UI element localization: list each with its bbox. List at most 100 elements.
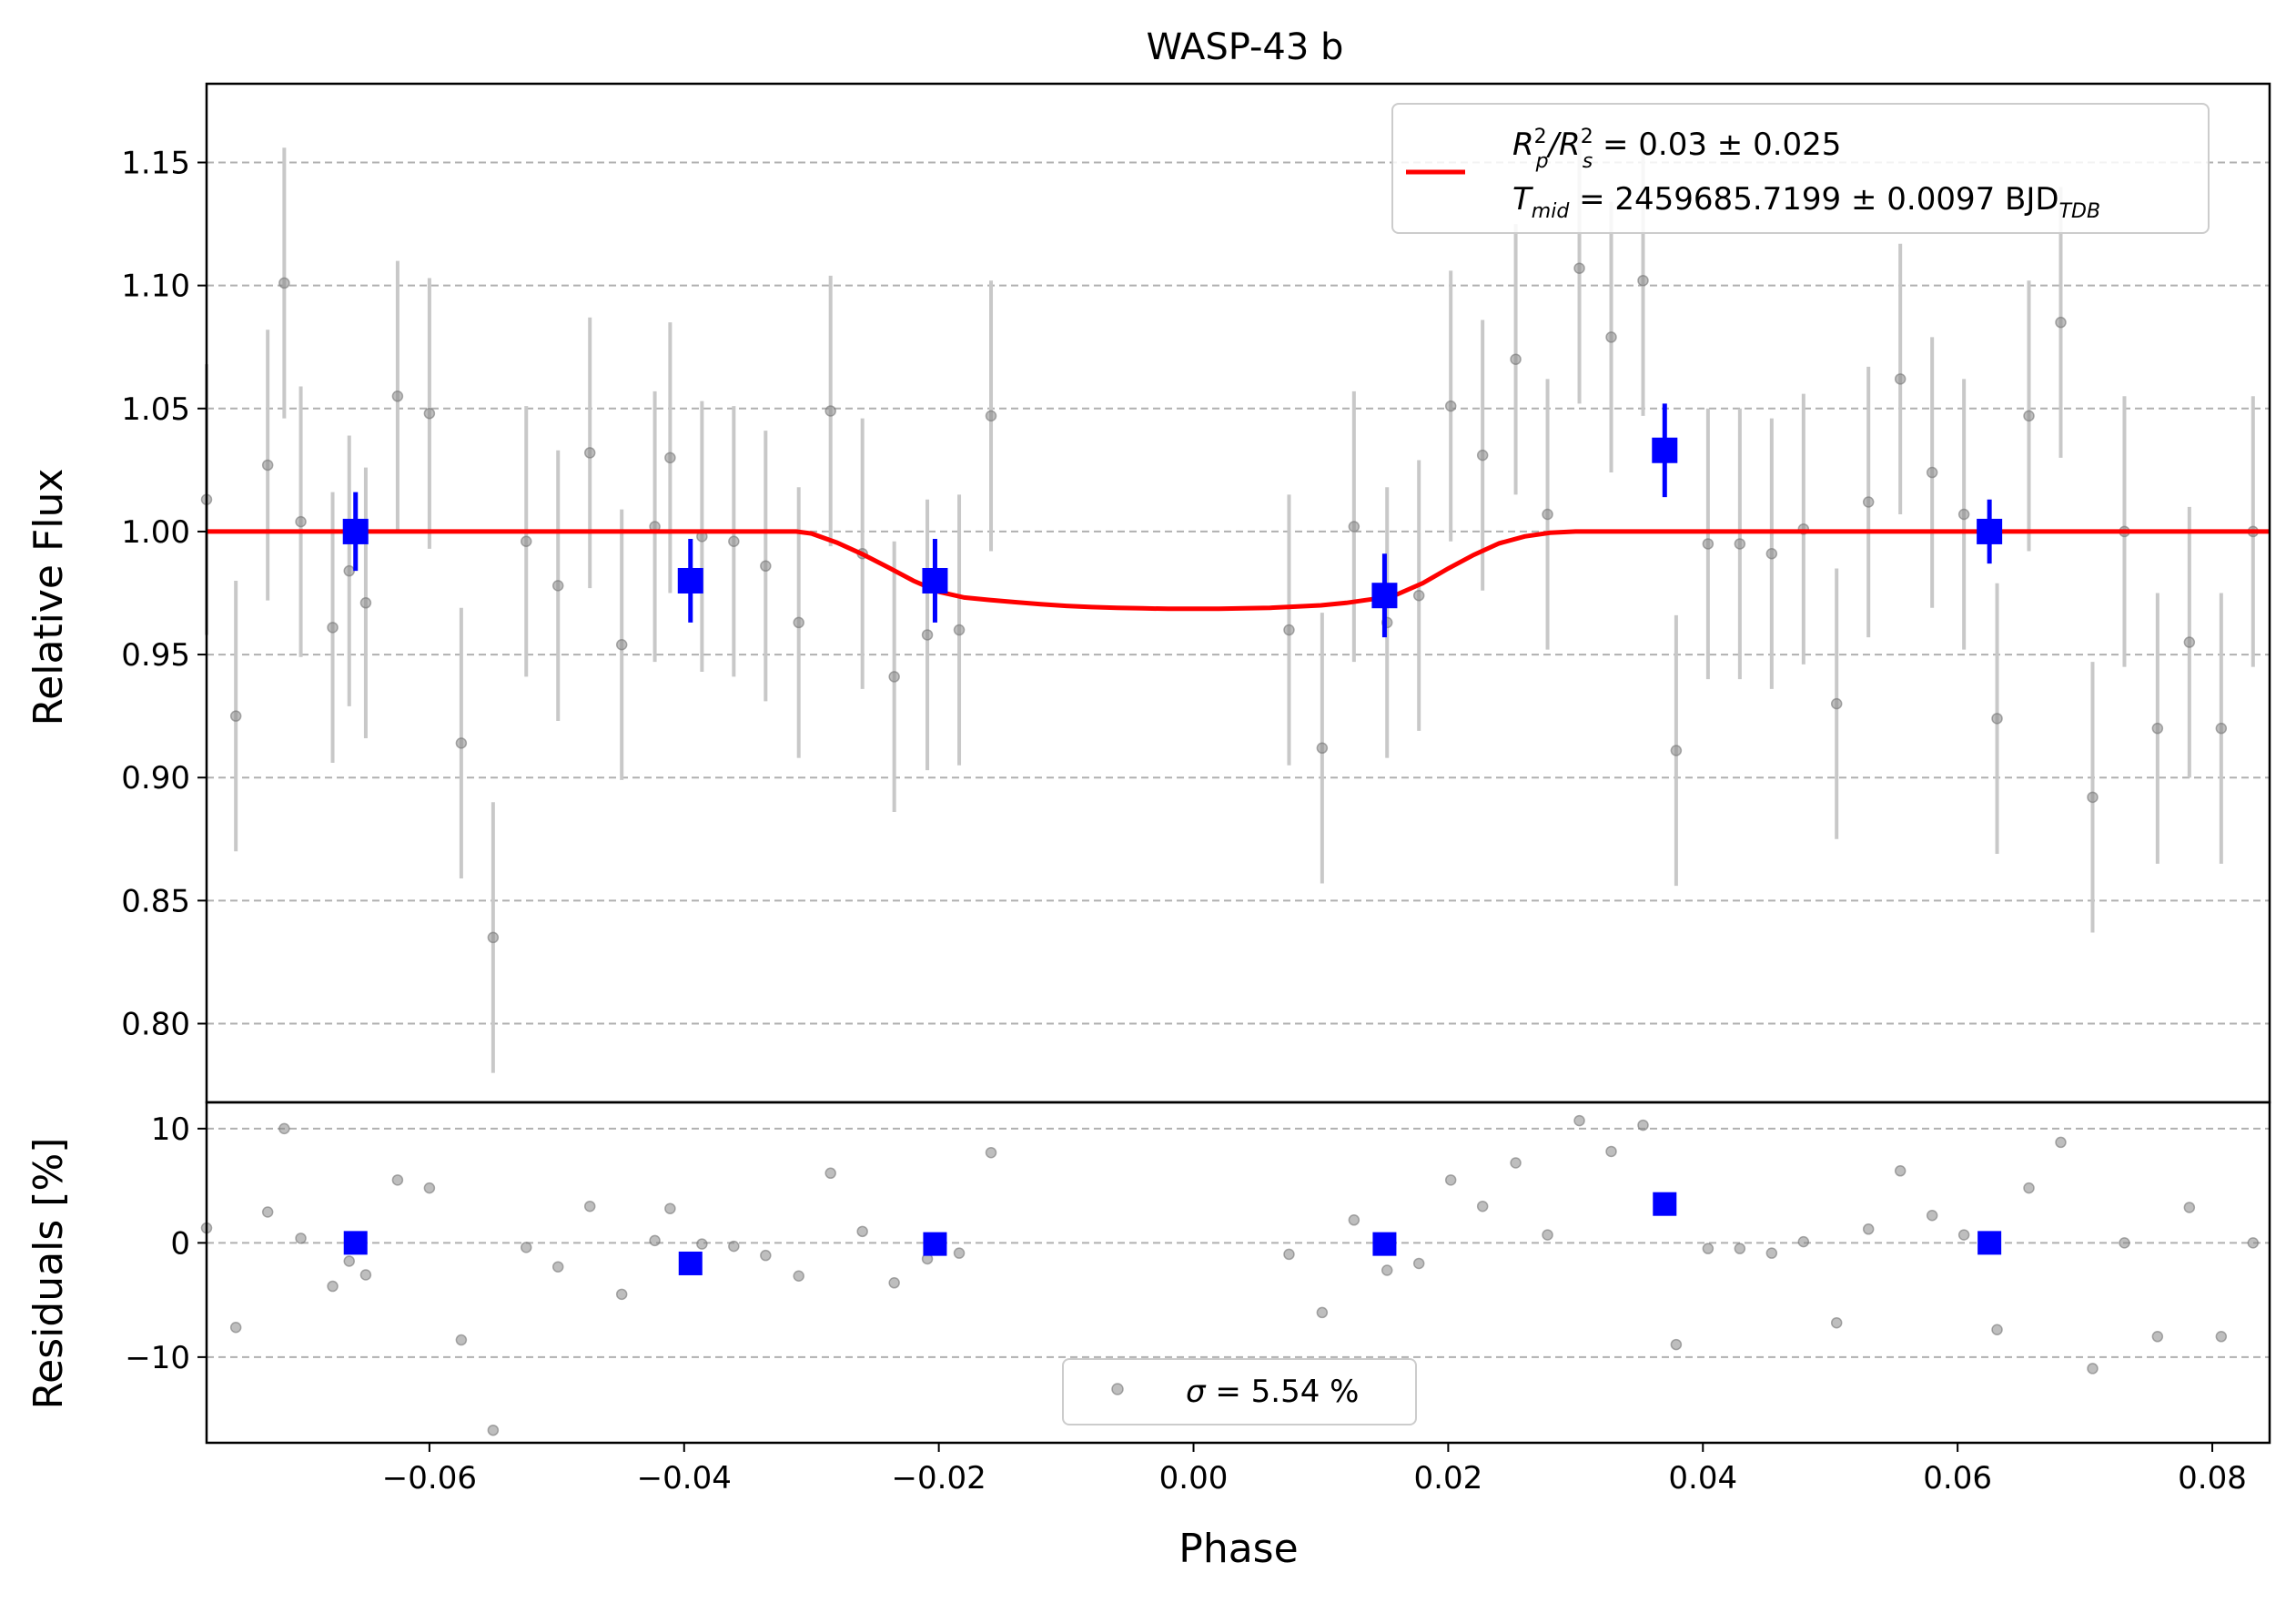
y-tick-label: 0 — [170, 1225, 190, 1262]
x-tick-label: 0.04 — [1668, 1460, 1737, 1496]
raw-residual-point — [1573, 1114, 1585, 1127]
binned-residual-point — [923, 1232, 947, 1256]
x-tick-label: 0.08 — [2178, 1460, 2247, 1496]
raw-residual-point — [278, 1122, 290, 1135]
residuals-panel: −10 0 10 −0.06 −0.04 −0.02 0.00 0.02 0.04 0.06 0.… — [25, 1101, 2271, 1572]
legend-depth-value: = 0.03 ± 0.025 — [1593, 127, 1841, 163]
y-tick-label: 1.05 — [121, 391, 190, 428]
binned-flux-point — [342, 518, 369, 544]
raw-residual-point — [1637, 1119, 1649, 1131]
raw-residual-point — [295, 1233, 307, 1244]
legend-r-s-sup: 2 — [1581, 126, 1593, 148]
raw-flux-point — [1862, 496, 1875, 508]
residual-legend: σ = 5.54 % — [1062, 1358, 1417, 1425]
residual-legend-text: σ = 5.54 % — [1186, 1374, 1359, 1410]
raw-residual-points — [200, 1114, 2260, 1436]
raw-residual-point — [1283, 1248, 1295, 1261]
binned-flux-point — [677, 567, 703, 594]
raw-residual-point — [391, 1174, 404, 1186]
y-axis-label-relative-flux: Relative Flux — [25, 469, 72, 726]
y-tick-label: −10 — [125, 1340, 190, 1376]
y-tick-label: 10 — [151, 1111, 190, 1148]
legend-t-symbol: T — [1512, 181, 1533, 218]
raw-residual-point — [1830, 1316, 1843, 1329]
raw-flux-point — [760, 560, 772, 573]
raw-flux-point — [1510, 353, 1522, 365]
raw-residual-point — [615, 1288, 628, 1301]
raw-residual-point — [1797, 1235, 1810, 1248]
x-tick-label: −0.04 — [637, 1460, 732, 1496]
raw-flux-point — [229, 710, 242, 722]
raw-residual-point — [520, 1242, 532, 1253]
raw-residual-point — [229, 1321, 242, 1334]
raw-residual-point — [551, 1261, 564, 1273]
raw-residual-point — [649, 1234, 661, 1247]
raw-residual-point — [824, 1167, 836, 1180]
legend-tmid-value: = 2459685.7199 ± 0.0097 BJD — [1569, 181, 2058, 218]
raw-residual-point — [423, 1182, 436, 1194]
residual-legend-marker — [1111, 1383, 1124, 1395]
raw-residual-point — [728, 1240, 740, 1253]
raw-residual-point — [1894, 1165, 1907, 1177]
raw-residual-point — [2215, 1331, 2228, 1343]
residual-legend-sigma: σ — [1186, 1374, 1207, 1410]
raw-residual-point — [487, 1424, 500, 1436]
binned-residual-point — [678, 1251, 703, 1275]
raw-residual-point — [343, 1255, 355, 1267]
y-tick-label: 0.85 — [121, 883, 190, 919]
raw-flux-point — [551, 580, 564, 592]
raw-flux-point — [1894, 373, 1907, 385]
raw-residual-point — [1765, 1247, 1778, 1259]
x-ticks: −0.06 −0.04 −0.02 0.00 0.02 0.04 0.06 0.08 — [382, 1443, 2247, 1496]
raw-residual-point — [1991, 1324, 2003, 1336]
legend-t-sub: mid — [1532, 200, 1571, 223]
raw-flux-point — [1316, 742, 1329, 755]
light-curve-panel: 0.80 0.85 0.90 0.95 1.00 1.05 1.10 1.15 Relativ… — [25, 82, 2271, 1104]
raw-flux-point — [985, 410, 997, 422]
raw-flux-point — [615, 639, 628, 651]
raw-flux-point — [1605, 331, 1617, 343]
y-tick-label: 1.00 — [121, 514, 190, 551]
raw-residual-point — [1348, 1214, 1360, 1226]
binned-flux-point — [1652, 437, 1678, 463]
raw-flux-point — [793, 616, 804, 629]
raw-flux-point — [295, 515, 307, 528]
raw-residual-point — [1926, 1209, 1938, 1222]
bottom-gridlines — [207, 1127, 2270, 1358]
raw-flux-point — [1926, 466, 1938, 479]
raw-residual-point — [2055, 1136, 2067, 1149]
legend-tmid-line: Tmid = 2459685.7199 ± 0.0097 BJDTDB — [1512, 181, 2100, 223]
legend-bjd-sub: TDB — [2059, 200, 2100, 223]
raw-residual-point — [2183, 1202, 2196, 1213]
y-tick-label: 0.90 — [121, 760, 190, 796]
raw-flux-point — [1637, 274, 1649, 287]
legend-r-s-symbol: /R — [1546, 127, 1581, 163]
raw-residual-point — [856, 1225, 868, 1238]
transit-model-line — [207, 529, 2270, 612]
legend-r-p-sup: 2 — [1534, 126, 1547, 148]
bottom-axes-frame — [205, 1101, 2271, 1445]
top-y-ticks: 0.80 0.85 0.90 0.95 1.00 1.05 1.10 1.15 — [121, 145, 207, 1043]
raw-flux-point — [953, 624, 966, 636]
raw-residual-point — [2119, 1237, 2130, 1249]
raw-flux-point — [1765, 548, 1778, 560]
y-axis-label-residuals: Residuals [%] — [25, 1138, 72, 1410]
raw-residual-point — [664, 1202, 676, 1214]
raw-residual-point — [1476, 1200, 1489, 1212]
raw-flux-point — [921, 629, 934, 641]
raw-residual-point — [455, 1334, 468, 1346]
raw-residual-point — [261, 1206, 274, 1218]
raw-flux-point — [343, 564, 355, 577]
raw-residual-point — [1510, 1157, 1522, 1169]
binned-residual-point — [1977, 1231, 2002, 1255]
raw-flux-point — [520, 535, 532, 547]
y-tick-label: 1.10 — [121, 269, 190, 305]
raw-residual-point — [2151, 1331, 2164, 1343]
raw-residual-point — [2247, 1237, 2260, 1249]
raw-residual-point — [888, 1277, 900, 1289]
binned-flux-point — [1371, 583, 1398, 609]
raw-flux-point — [359, 597, 372, 609]
raw-residual-point — [1957, 1229, 1970, 1241]
